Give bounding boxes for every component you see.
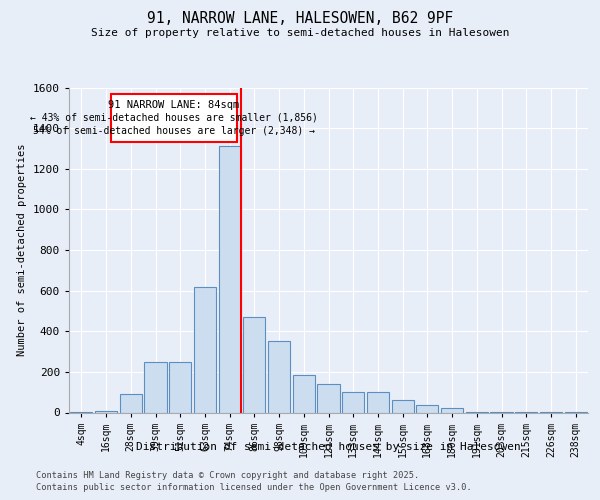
Text: ← 43% of semi-detached houses are smaller (1,856): ← 43% of semi-detached houses are smalle… (30, 113, 318, 123)
Bar (317, 384, 340, 412)
Bar (416, 406, 439, 412)
Text: Distribution of semi-detached houses by size in Halesowen: Distribution of semi-detached houses by … (136, 442, 521, 452)
Bar (392, 400, 414, 412)
Bar (367, 392, 389, 412)
Text: 54% of semi-detached houses are larger (2,348) →: 54% of semi-detached houses are larger (… (33, 126, 315, 136)
Bar (218, 146, 241, 412)
Y-axis label: Number of semi-detached properties: Number of semi-detached properties (17, 144, 28, 356)
Text: Contains HM Land Registry data © Crown copyright and database right 2025.: Contains HM Land Registry data © Crown c… (36, 471, 419, 480)
Bar (194, 286, 216, 412)
Bar (243, 317, 265, 412)
Text: 91 NARROW LANE: 84sqm: 91 NARROW LANE: 84sqm (109, 100, 239, 110)
Bar (268, 342, 290, 412)
Text: 91, NARROW LANE, HALESOWEN, B62 9PF: 91, NARROW LANE, HALESOWEN, B62 9PF (147, 11, 453, 26)
Bar (119, 394, 142, 412)
Bar (441, 408, 463, 412)
Bar (145, 362, 167, 412)
Bar (169, 362, 191, 412)
Text: Size of property relative to semi-detached houses in Halesowen: Size of property relative to semi-detach… (91, 28, 509, 38)
Text: Contains public sector information licensed under the Open Government Licence v3: Contains public sector information licen… (36, 484, 472, 492)
Bar (293, 375, 315, 412)
FancyBboxPatch shape (111, 94, 237, 142)
Bar (342, 392, 364, 412)
